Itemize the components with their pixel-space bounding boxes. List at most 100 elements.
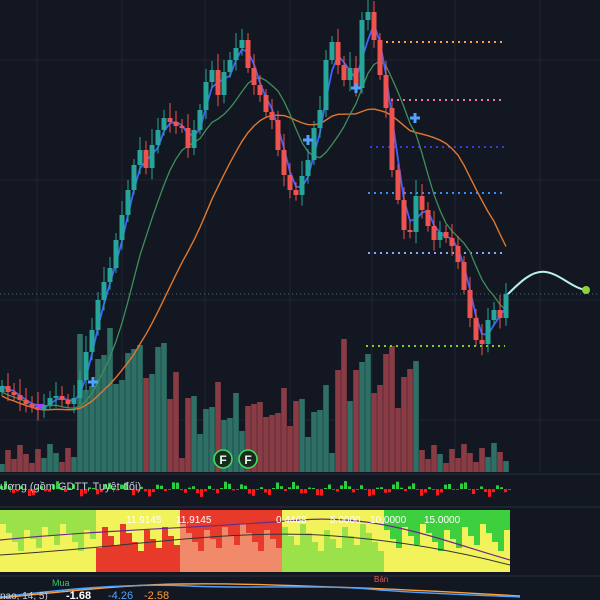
candle-body [65, 400, 71, 404]
flow-bar [392, 484, 395, 489]
candle [209, 61, 215, 89]
volume-bar [245, 406, 251, 472]
candle-body [485, 320, 491, 344]
candle-body [107, 268, 113, 282]
band-cell-top [426, 510, 432, 533]
candle [401, 187, 407, 240]
osc-sell-tag: Bán [374, 575, 388, 584]
band-cell-top [378, 510, 384, 551]
candle [293, 182, 299, 201]
flow-bar [220, 488, 223, 489]
band-cell-bottom [210, 539, 216, 572]
band-cell-top [300, 510, 306, 524]
band-cell-top [108, 510, 114, 536]
band-cell-top [474, 510, 480, 545]
candle [503, 283, 509, 326]
band-cell-top [246, 510, 252, 533]
flow-bar [200, 489, 203, 497]
flow-bar [328, 484, 331, 489]
band-cell-top [450, 510, 456, 539]
candle-body [413, 196, 419, 232]
flow-bar [364, 489, 367, 490]
candle-body [497, 310, 503, 318]
candle [263, 89, 269, 117]
volume-bar [407, 369, 413, 472]
flow-bar [184, 489, 187, 493]
candle-body [155, 130, 161, 145]
band-cell-bottom [126, 533, 132, 572]
volume-bar [305, 437, 311, 472]
candle [221, 60, 227, 104]
candle-body [419, 196, 425, 210]
event-badge-f1[interactable]: F [213, 449, 233, 469]
volume-bar [149, 374, 155, 472]
cross-marker-icon [88, 377, 98, 387]
flow-bar [344, 481, 347, 489]
flow-bar [140, 486, 143, 489]
band-cell-bottom [360, 524, 366, 572]
flow-bar [188, 487, 191, 489]
flow-bar [4, 481, 7, 489]
volume-bar [347, 401, 353, 472]
volume-bar [377, 385, 383, 472]
candle-body [23, 400, 29, 404]
flow-bar [80, 489, 83, 497]
purple-triangle-icon [36, 404, 44, 410]
flow-bar [356, 489, 359, 490]
candlesticks[interactable] [0, 0, 509, 421]
flow-bar [504, 489, 507, 493]
flow-bar [432, 489, 435, 490]
volume-bar [131, 349, 137, 472]
candle [0, 380, 5, 397]
candle-body [143, 150, 149, 168]
flow-bar [488, 489, 491, 497]
band-cell-bottom [78, 551, 84, 572]
flow-bar [116, 489, 119, 491]
flow-bar [476, 489, 479, 490]
candle-body [59, 396, 65, 400]
volume-bar [449, 449, 455, 472]
flow-bar [240, 484, 243, 489]
volume-bar [281, 388, 287, 472]
candle [161, 110, 167, 136]
band-cell-bottom [24, 530, 30, 572]
band-cell-bottom [84, 530, 90, 572]
flow-bar [196, 489, 199, 494]
band-cell-bottom [264, 530, 270, 572]
flow-bar [192, 486, 195, 489]
band-cell-top [360, 510, 366, 524]
volume-bar [143, 378, 149, 472]
volume-bar [137, 345, 143, 472]
band-cell-bottom [480, 524, 486, 572]
band-cell-bottom [366, 533, 372, 572]
candle-body [41, 405, 47, 410]
flow-bar [428, 487, 431, 489]
band-cell-bottom [486, 533, 492, 572]
volume-bar [215, 382, 221, 472]
candle [269, 99, 275, 130]
band-cell-bottom [0, 524, 6, 572]
band-line-purple [0, 518, 511, 561]
candle [305, 149, 311, 184]
volume-bar [0, 464, 5, 472]
candle-body [305, 160, 311, 176]
flow-bar [500, 487, 503, 489]
volume-bar [65, 448, 71, 472]
event-badge-f2[interactable]: F [238, 449, 258, 469]
candle-body [221, 72, 227, 95]
flow-bar [304, 489, 307, 494]
candle [371, 1, 377, 48]
band-cell-top [456, 510, 462, 548]
candle [437, 221, 443, 248]
band-cell-top [348, 510, 354, 536]
candle-body [299, 176, 305, 195]
candle [125, 180, 131, 222]
candle [485, 308, 491, 353]
candle [449, 224, 455, 256]
flow-bar [320, 489, 323, 496]
candle [455, 236, 461, 269]
candle [281, 134, 287, 187]
osc-value-2: -4.26 [108, 590, 133, 600]
band-cell-bottom [48, 536, 54, 572]
